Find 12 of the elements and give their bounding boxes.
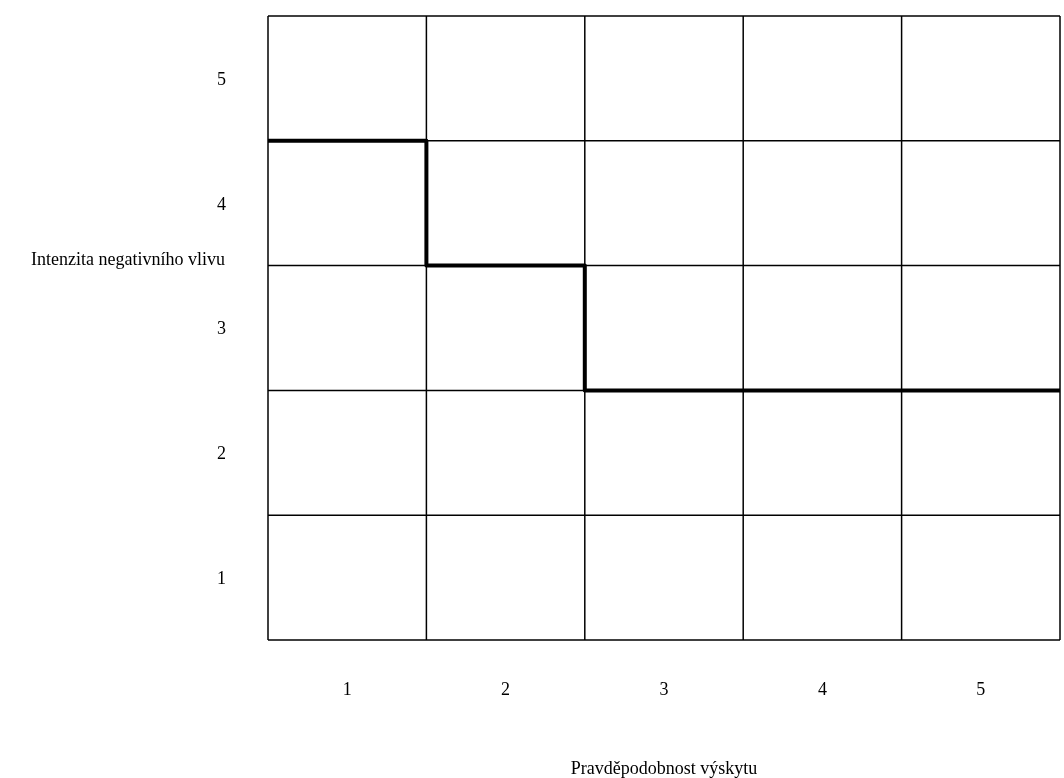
x-tick-label: 2 xyxy=(501,678,511,699)
y-tick-label: 2 xyxy=(217,443,226,464)
y-tick-label: 3 xyxy=(217,318,226,339)
y-tick-label: 4 xyxy=(217,193,226,214)
x-tick-label: 5 xyxy=(976,678,986,699)
x-axis-title: Pravděpodobnost výskytu xyxy=(570,758,758,778)
x-tick-label: 1 xyxy=(342,678,352,699)
x-tick-label: 3 xyxy=(659,678,669,699)
y-tick-label: 5 xyxy=(217,68,226,89)
x-tick-label: 4 xyxy=(817,678,827,699)
y-tick-label: 1 xyxy=(217,567,226,588)
y-axis-title: Intenzita negativního vlivu xyxy=(30,248,226,271)
